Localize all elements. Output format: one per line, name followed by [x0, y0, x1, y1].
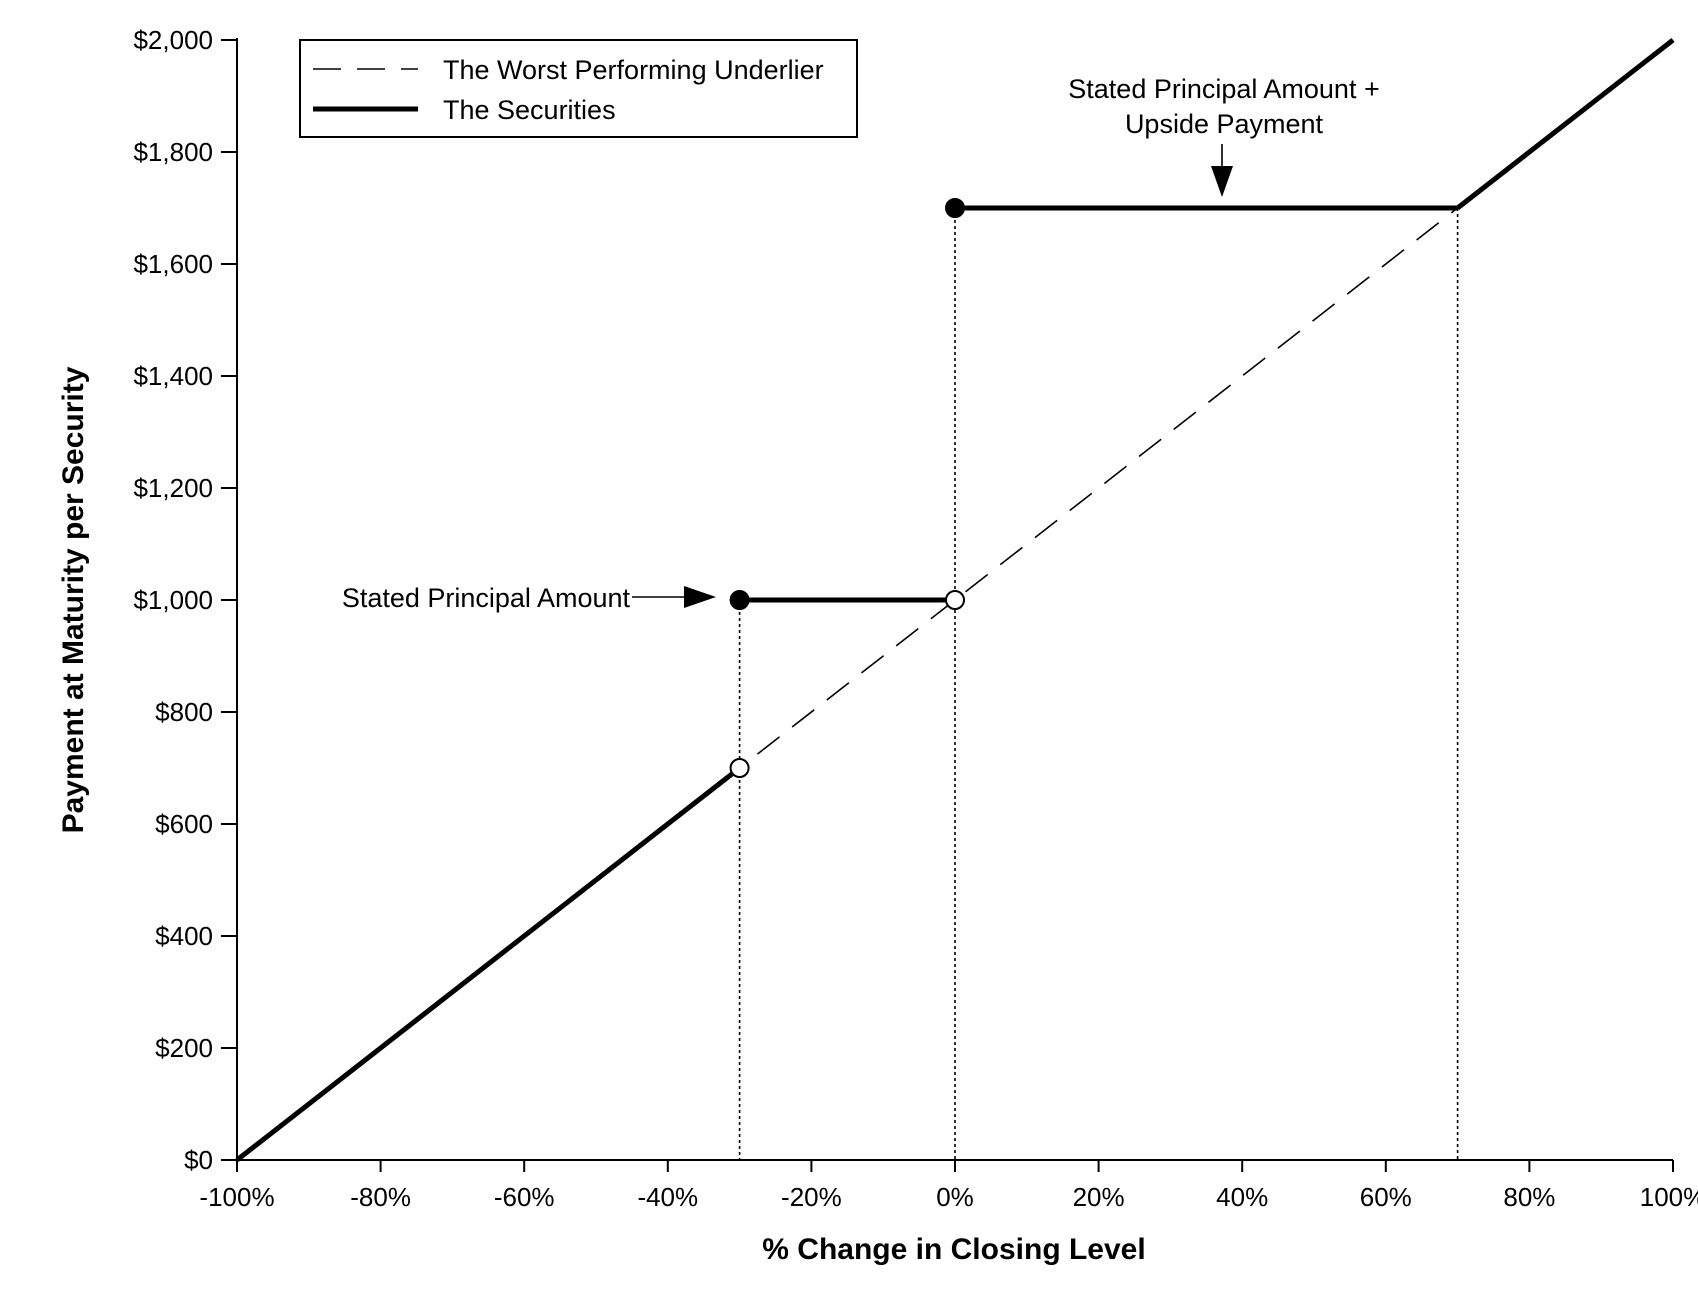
legend-label-underlier: The Worst Performing Underlier	[443, 55, 824, 85]
y-tick-label-1: $200	[155, 1033, 213, 1063]
x-axis-title: % Change in Closing Level	[762, 1233, 1145, 1266]
marker-open-2	[945, 590, 965, 610]
x-tick-label-4: -20%	[781, 1182, 842, 1212]
y-tick-label-3: $600	[155, 809, 213, 839]
x-tick-label-5: 0%	[936, 1182, 974, 1212]
x-tick-label-3: -40%	[637, 1182, 698, 1212]
annotation-upside-line2: Upside Payment	[1125, 109, 1324, 139]
x-tick-label-7: 40%	[1216, 1182, 1268, 1212]
marker-filled-3	[945, 198, 965, 218]
plot-area	[235, 38, 1675, 1162]
legend: The Worst Performing Underlier The Secur…	[299, 39, 858, 138]
x-tick-label-1: -80%	[350, 1182, 411, 1212]
axes: -100% -80% -60% -40% -20% 0% 20% 40% 60% 80% 100% $…	[133, 25, 1698, 1212]
legend-label-securities: The Securities	[443, 95, 616, 125]
y-tick-label-9: $1,800	[133, 137, 213, 167]
marker-open-1	[729, 758, 750, 778]
y-tick-label-6: $1,200	[133, 473, 213, 503]
y-tick-label-4: $800	[155, 697, 213, 727]
x-tick-label-9: 80%	[1503, 1182, 1555, 1212]
legend-box	[299, 39, 858, 138]
y-tick-label-10: $2,000	[133, 25, 213, 55]
y-tick-label-8: $1,600	[133, 249, 213, 279]
marker-filled-0	[729, 590, 750, 610]
y-tick-label-0: $0	[184, 1145, 213, 1175]
y-tick-label-5: $1,000	[133, 585, 213, 615]
x-tick-label-0: -100%	[199, 1182, 274, 1212]
x-tick-label-10: 100%	[1640, 1182, 1698, 1212]
y-axis-title: Payment at Maturity per Security	[57, 366, 90, 833]
y-tick-label-7: $1,400	[133, 361, 213, 391]
series-underlier-line	[236, 39, 1674, 1161]
x-tick-label-8: 60%	[1360, 1182, 1412, 1212]
x-tick-label-2: -60%	[494, 1182, 555, 1212]
annotation-upside-line1: Stated Principal Amount +	[1068, 74, 1379, 104]
x-tick-label-6: 20%	[1073, 1182, 1125, 1212]
annotation-principal-arrowhead	[684, 586, 716, 608]
y-tick-label-2: $400	[155, 921, 213, 951]
annotation-upside: Stated Principal Amount + Upside Payment	[1068, 74, 1380, 197]
annotation-upside-arrowhead	[1211, 166, 1233, 197]
annotation-principal-text: Stated Principal Amount	[342, 583, 631, 613]
annotation-principal: Stated Principal Amount	[342, 583, 716, 613]
series-securities-segment-3	[1456, 38, 1675, 210]
series-securities-segment-0	[235, 766, 742, 1162]
